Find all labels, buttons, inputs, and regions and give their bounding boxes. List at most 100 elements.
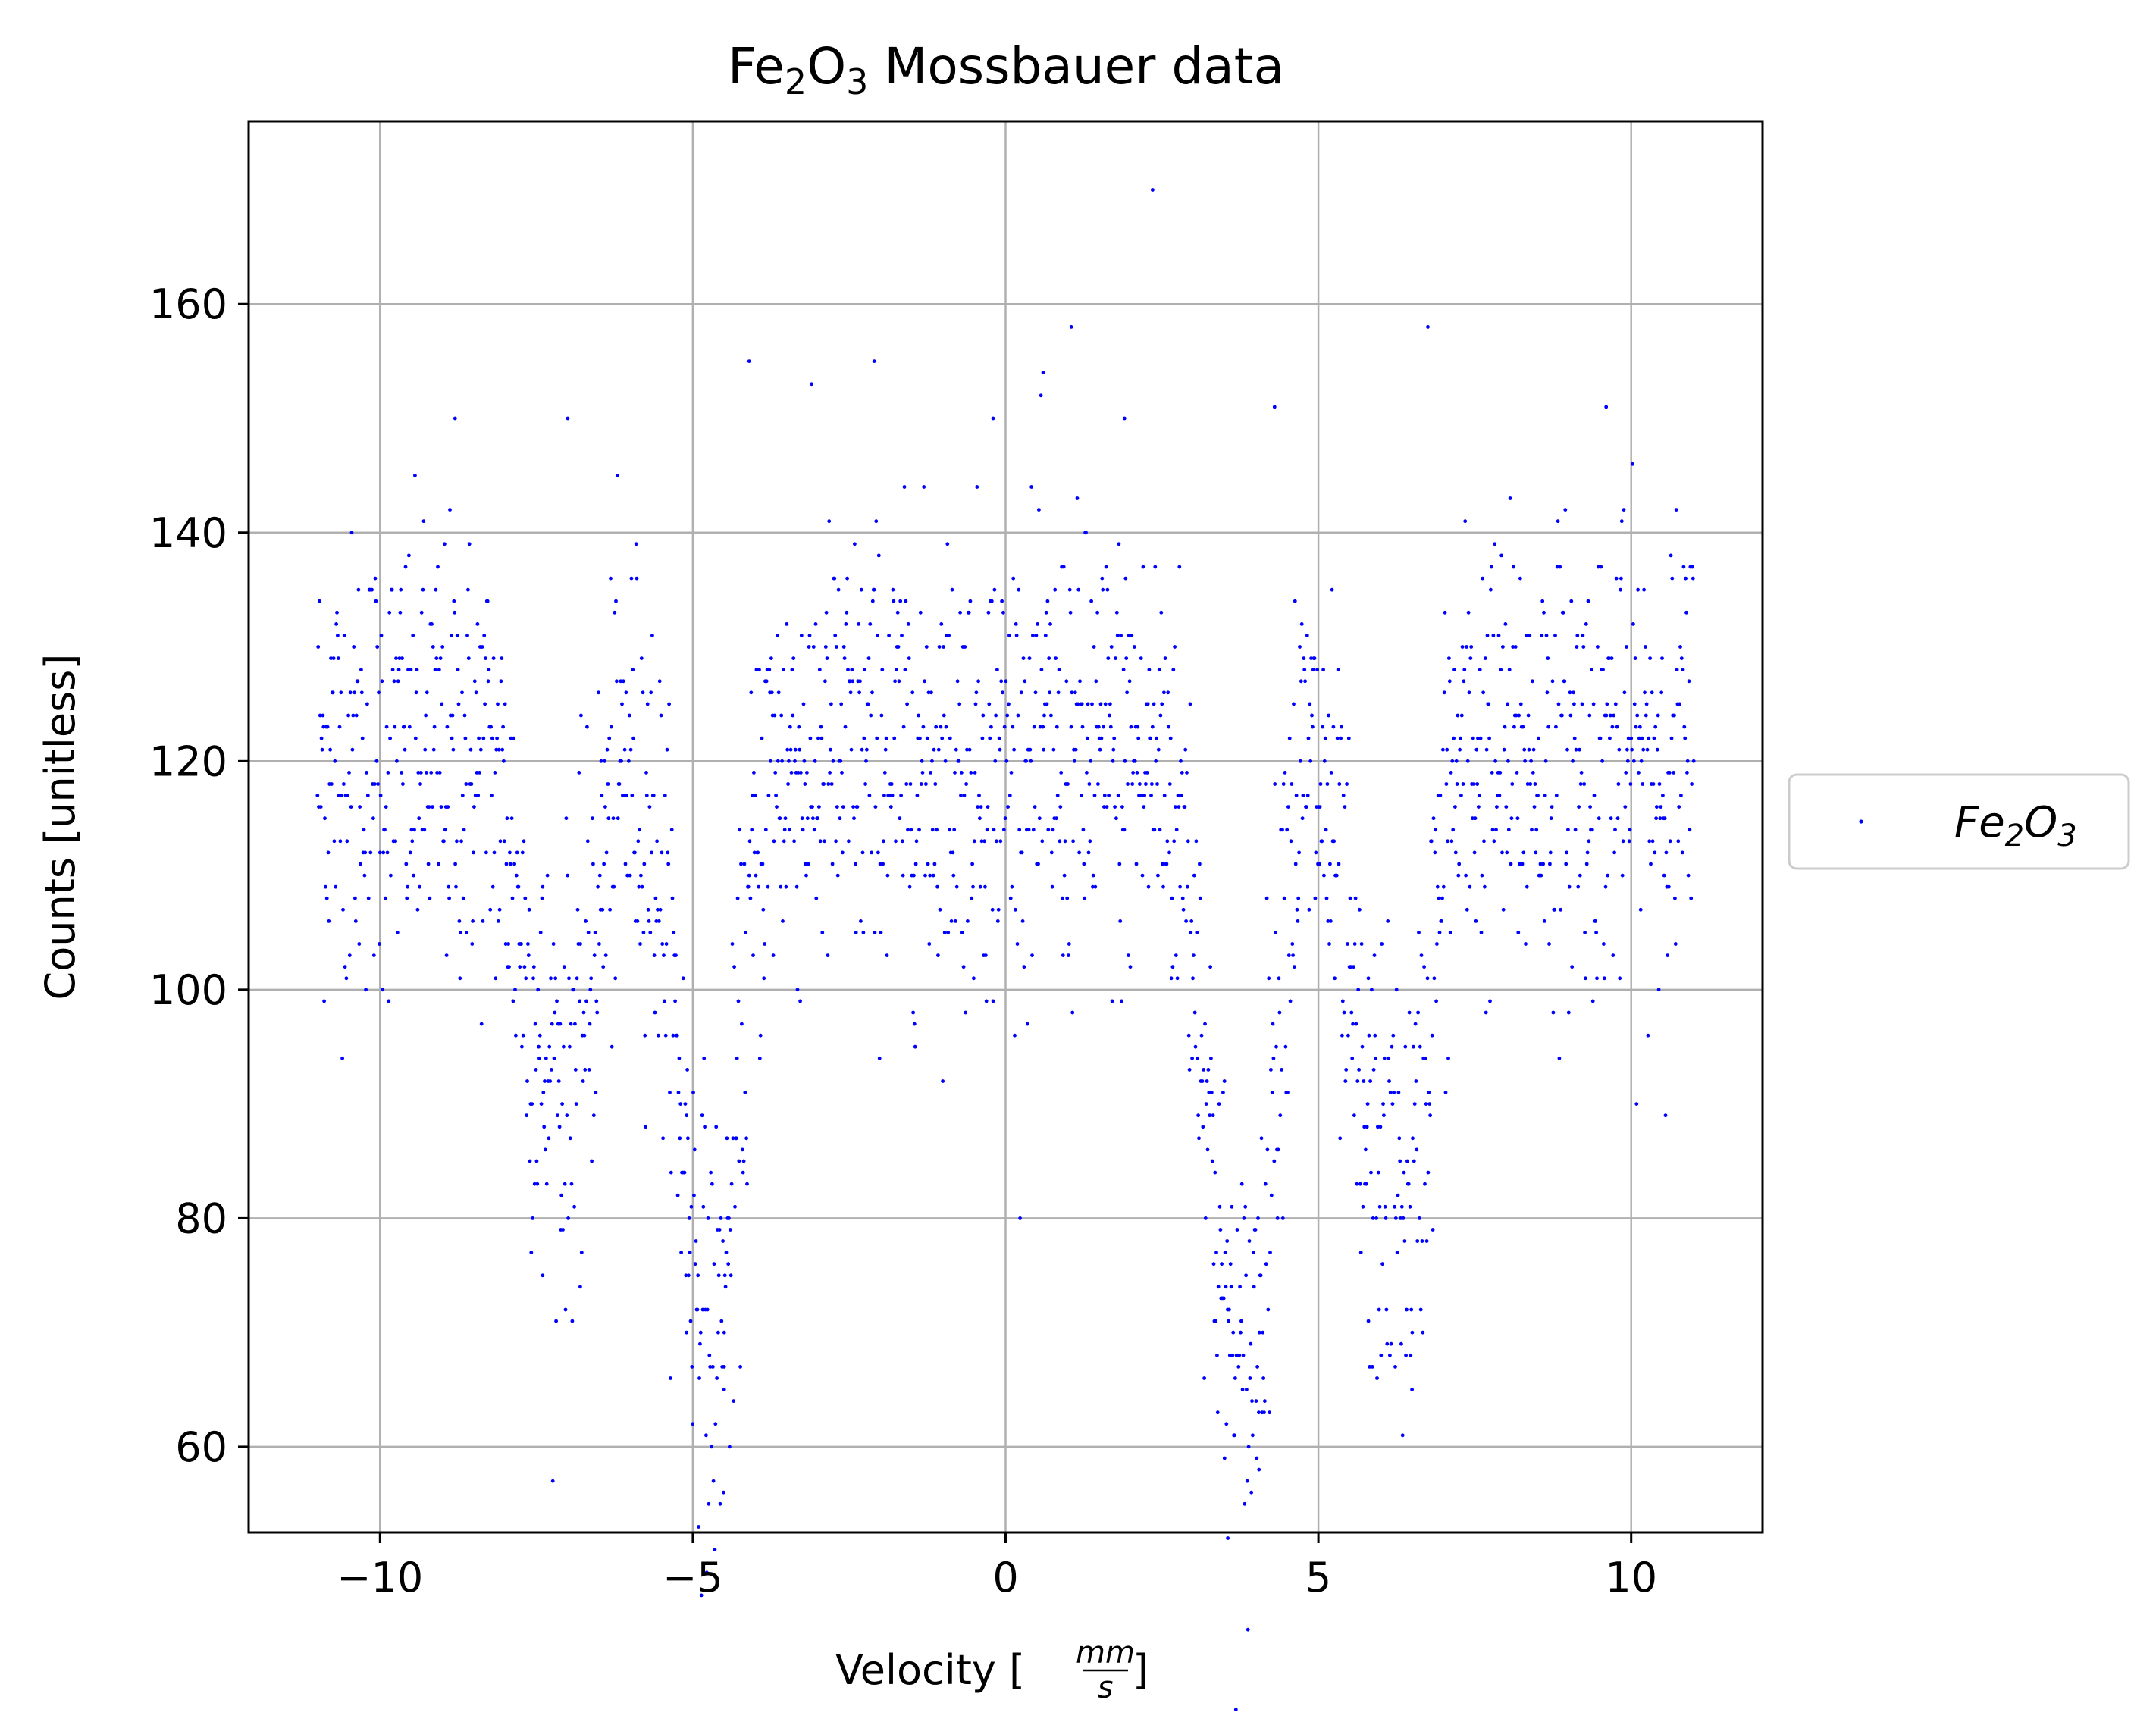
data-point [858,679,862,684]
data-point [923,873,927,878]
data-point [505,816,509,821]
data-point [699,1593,704,1598]
data-point [1440,896,1444,900]
data-point [1324,828,1328,832]
data-point [1317,862,1321,866]
data-point [1125,690,1129,695]
data-point [748,896,753,900]
data-point [1056,690,1061,695]
data-point [1299,622,1304,626]
data-point [1416,1010,1420,1015]
data-point [340,794,344,797]
data-point [876,850,880,855]
data-point [1382,1056,1387,1060]
data-point [651,794,656,797]
data-point [932,862,937,866]
data-point [1007,702,1011,706]
data-point [1569,599,1574,603]
data-point [954,919,957,923]
data-point [430,622,434,626]
data-point [1500,850,1504,855]
data-point [1669,736,1674,740]
data-point [937,645,942,649]
data-point [895,668,898,672]
data-point [851,679,855,684]
data-point [1690,782,1694,786]
data-point [563,1182,567,1186]
data-point [490,736,494,740]
data-point [1547,942,1551,946]
data-point [1267,976,1271,981]
data-point [554,1319,558,1323]
data-point [838,816,842,821]
data-point [1403,1044,1408,1049]
data-point [1391,1033,1396,1038]
data-point [423,747,428,752]
data-point [1040,839,1045,844]
data-point [1259,1136,1264,1141]
data-point [706,1216,710,1220]
data-point [1018,1216,1022,1220]
data-point [723,1285,728,1289]
data-point [1514,713,1518,718]
data-point [892,736,897,740]
data-point [1106,656,1111,660]
data-point [349,805,353,809]
data-point [1211,1113,1215,1118]
data-point [724,1251,729,1254]
data-point [1434,999,1438,1003]
data-point [547,1136,551,1141]
data-point [1453,805,1457,809]
data-point [1068,610,1073,615]
data-point [1255,1456,1259,1460]
data-point [763,828,768,832]
data-point [893,679,897,684]
data-point [894,839,898,844]
data-point [558,1022,563,1026]
data-point [481,736,486,740]
data-point [503,702,507,706]
data-point [766,794,771,797]
data-point [1679,656,1684,660]
data-point [1108,713,1111,718]
data-point [1030,953,1034,957]
data-point [466,656,471,660]
data-point [789,771,794,775]
data-point [1573,828,1578,832]
data-point [660,942,665,946]
data-point [320,747,324,752]
data-point [1167,782,1172,786]
data-point [1605,702,1609,706]
data-point [323,816,327,821]
data-point [1644,702,1649,706]
data-point [1629,736,1634,740]
data-point [1238,1285,1242,1289]
data-point [1662,816,1667,821]
data-point [819,725,823,729]
data-point [665,747,669,752]
data-point [543,1079,547,1083]
data-point [1611,953,1615,957]
data-point [918,610,923,615]
data-point [1325,782,1330,786]
data-point [1591,702,1596,706]
data-point [1342,1010,1346,1015]
data-point [1553,634,1557,637]
data-point [1510,782,1515,786]
data-point [993,759,998,763]
data-point [846,668,850,672]
data-point [669,828,674,832]
data-point [663,794,667,797]
data-point [740,1147,744,1152]
data-point [1239,1330,1243,1335]
data-point [1082,862,1086,866]
data-point [1172,839,1177,844]
data-point [1305,794,1310,797]
data-point [1581,634,1585,637]
data-point [1289,839,1293,844]
data-point [932,747,936,752]
data-point [485,599,490,603]
data-point [1525,884,1529,889]
data-point [1664,850,1669,855]
data-point [1037,508,1041,512]
